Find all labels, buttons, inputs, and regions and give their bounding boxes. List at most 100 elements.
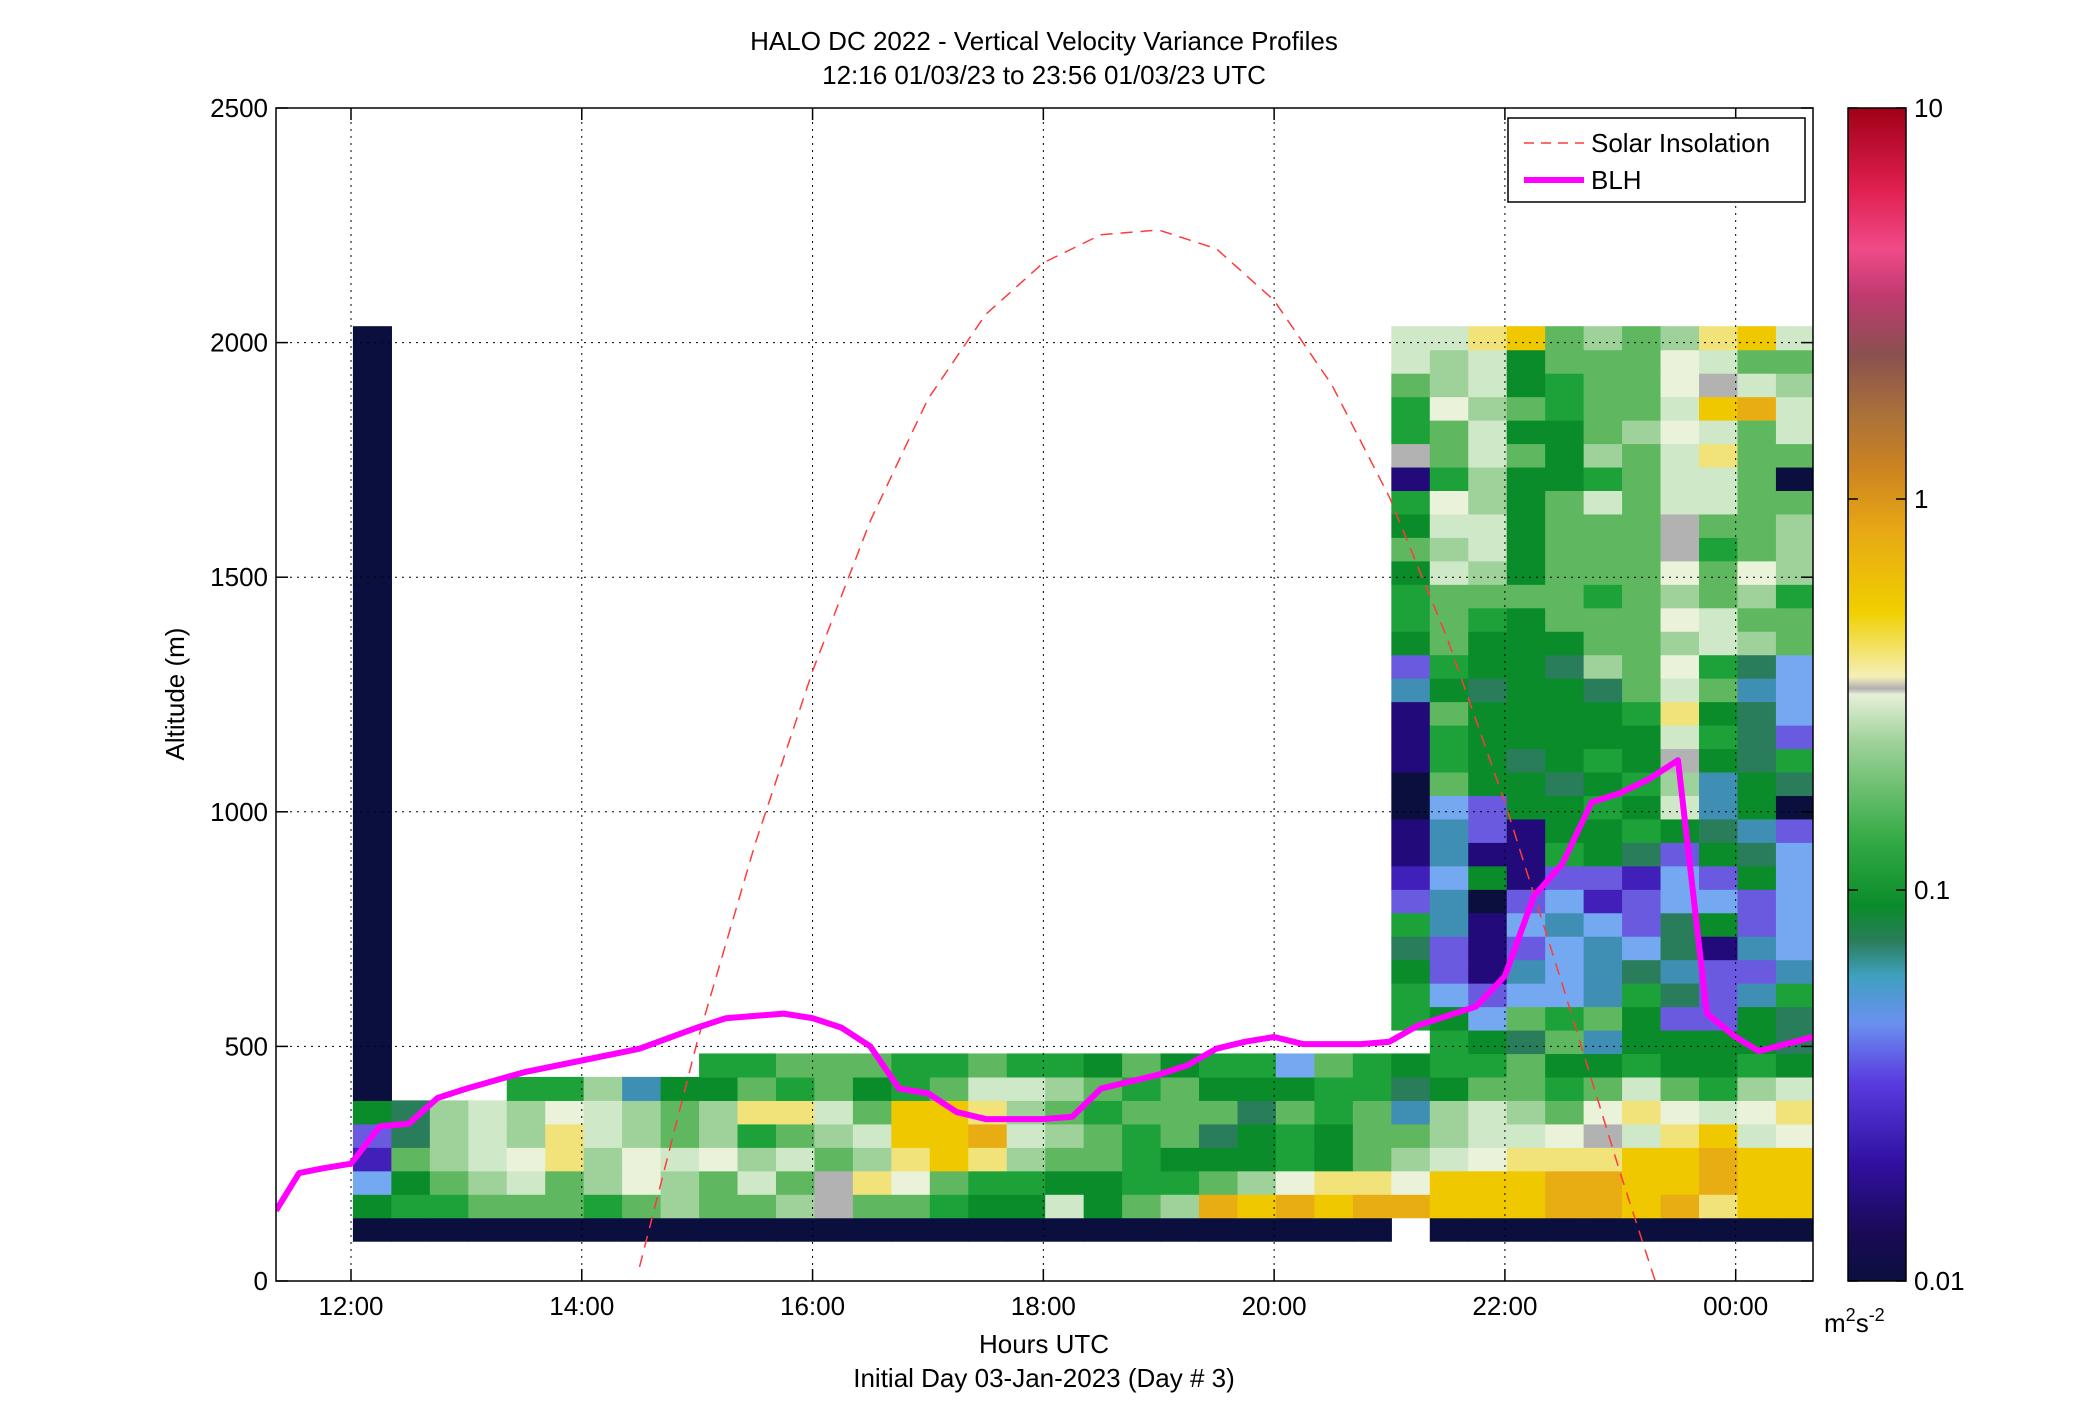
- heatmap-cell: [1545, 1217, 1585, 1242]
- heatmap-cell: [352, 396, 392, 421]
- heatmap-cell: [891, 1147, 931, 1172]
- heatmap-cell: [1237, 1217, 1277, 1242]
- heatmap-cell: [775, 1170, 816, 1195]
- heatmap-cell: [1545, 1147, 1585, 1172]
- heatmap-cell: [1968, 397, 2007, 421]
- heatmap-cell: [1699, 1147, 1739, 1172]
- heatmap-cell: [737, 1076, 777, 1101]
- heatmap-cell: [2007, 842, 2046, 866]
- heatmap-cell: [1199, 1076, 1239, 1101]
- heatmap-cell: [852, 1194, 892, 1219]
- heatmap-cell: [2084, 866, 2098, 890]
- heatmap-cell: [1775, 795, 1813, 820]
- heatmap-cell: [1930, 748, 1969, 772]
- heatmap-cell: [775, 1217, 816, 1242]
- heatmap-cell: [852, 1076, 892, 1101]
- heatmap-cell: [583, 1217, 623, 1242]
- heatmap-cell: [1429, 1029, 1469, 1055]
- heatmap-cell: [1506, 631, 1546, 656]
- heatmap-cell: [468, 1170, 508, 1195]
- heatmap-cell: [1583, 443, 1623, 468]
- heatmap-cell: [622, 1076, 662, 1101]
- legend: Solar Insolation BLH: [1507, 117, 1806, 203]
- heatmap-cell: [1391, 1100, 1431, 1125]
- heatmap-cell: [1468, 584, 1508, 609]
- heatmap-cell: [2007, 490, 2046, 514]
- heatmap-cell: [1737, 725, 1777, 750]
- heatmap-cell: [506, 1123, 546, 1148]
- heatmap-cell: [622, 1100, 662, 1125]
- heatmap-cell: [2045, 561, 2084, 585]
- heatmap-cell: [1429, 584, 1469, 609]
- heatmap-cell: [1660, 1217, 1700, 1242]
- heatmap-cell: [2084, 936, 2098, 960]
- heatmap-cell: [814, 1053, 854, 1078]
- heatmap-cell: [2084, 1124, 2098, 1148]
- heatmap-cell: [1429, 936, 1469, 961]
- heatmap-cell: [1930, 561, 1969, 585]
- x-tick-label: 16:00: [780, 1291, 845, 1321]
- heatmap-cell: [1930, 420, 1969, 444]
- heatmap-cell: [2084, 537, 2098, 561]
- heatmap-cell: [2084, 608, 2098, 632]
- heatmap-cell: [1468, 607, 1508, 632]
- heatmap-cell: [968, 1123, 1008, 1148]
- heatmap-cell: [2045, 608, 2084, 632]
- heatmap-cell: [1237, 1076, 1277, 1101]
- plot-frame: [275, 107, 1814, 1282]
- heatmap-cell: [1275, 1147, 1316, 1172]
- x-tick-label: 14:00: [549, 1291, 614, 1321]
- heatmap-cell: [1622, 537, 1662, 562]
- heatmap-cell: [1583, 326, 1623, 351]
- heatmap-cell: [1429, 983, 1469, 1008]
- heatmap-cell: [391, 1194, 431, 1219]
- heatmap-cell: [1429, 560, 1469, 585]
- heatmap-cell: [1545, 983, 1585, 1008]
- heatmap-cell: [1429, 349, 1469, 374]
- heatmap-cell: [1775, 1076, 1813, 1101]
- heatmap-cell: [1391, 678, 1431, 703]
- heatmap-cell: [2007, 514, 2046, 538]
- heatmap-cell: [1045, 1076, 1085, 1101]
- heatmap-cell: [1506, 1100, 1546, 1125]
- heatmap-cell: [1045, 1147, 1085, 1172]
- heatmap-cell: [1506, 1217, 1546, 1242]
- heatmap-cell: [1429, 912, 1469, 937]
- heatmap-cell: [1968, 842, 2007, 866]
- heatmap-cell: [545, 1100, 585, 1125]
- heatmap-cell: [2045, 584, 2084, 608]
- heatmap-cell: [1968, 866, 2007, 890]
- heatmap-cell: [1775, 584, 1813, 609]
- heatmap-cell: [2084, 1218, 2098, 1242]
- heatmap-cell: [1930, 819, 1969, 843]
- heatmap-cell: [1775, 771, 1813, 796]
- heatmap-cell: [1775, 1147, 1813, 1172]
- heatmap-cell: [1622, 678, 1662, 703]
- heatmap-cell: [1545, 326, 1585, 351]
- heatmap-cell: [1352, 1194, 1392, 1219]
- heatmap-cell: [1468, 513, 1508, 538]
- heatmap-cell: [1429, 959, 1469, 984]
- heatmap-cell: [1737, 490, 1777, 515]
- heatmap-cell: [1468, 1194, 1508, 1219]
- heatmap-cell: [968, 1217, 1008, 1242]
- heatmap-cell: [2007, 1194, 2046, 1218]
- heatmap-cell: [1622, 584, 1662, 609]
- heatmap-cell: [1083, 1100, 1123, 1125]
- heatmap-cell: [2045, 443, 2084, 467]
- heatmap-cell: [1699, 1194, 1739, 1219]
- heatmap-cell: [352, 490, 392, 515]
- heatmap-cell: [1583, 889, 1623, 914]
- heatmap-cell: [1006, 1123, 1046, 1148]
- heatmap-cell: [352, 349, 392, 374]
- heatmap-cell: [1699, 1170, 1739, 1195]
- heatmap-cell: [352, 1006, 392, 1031]
- heatmap-cell: [2045, 1077, 2084, 1101]
- heatmap-cell: [1083, 1194, 1123, 1219]
- heatmap-cell: [1429, 1100, 1469, 1125]
- heatmap-cell: [1775, 326, 1813, 351]
- heatmap-cell: [1622, 1123, 1662, 1148]
- heatmap-cell: [1506, 1076, 1546, 1101]
- heatmap-cell: [1775, 1123, 1813, 1148]
- heatmap-cell: [1660, 1053, 1700, 1078]
